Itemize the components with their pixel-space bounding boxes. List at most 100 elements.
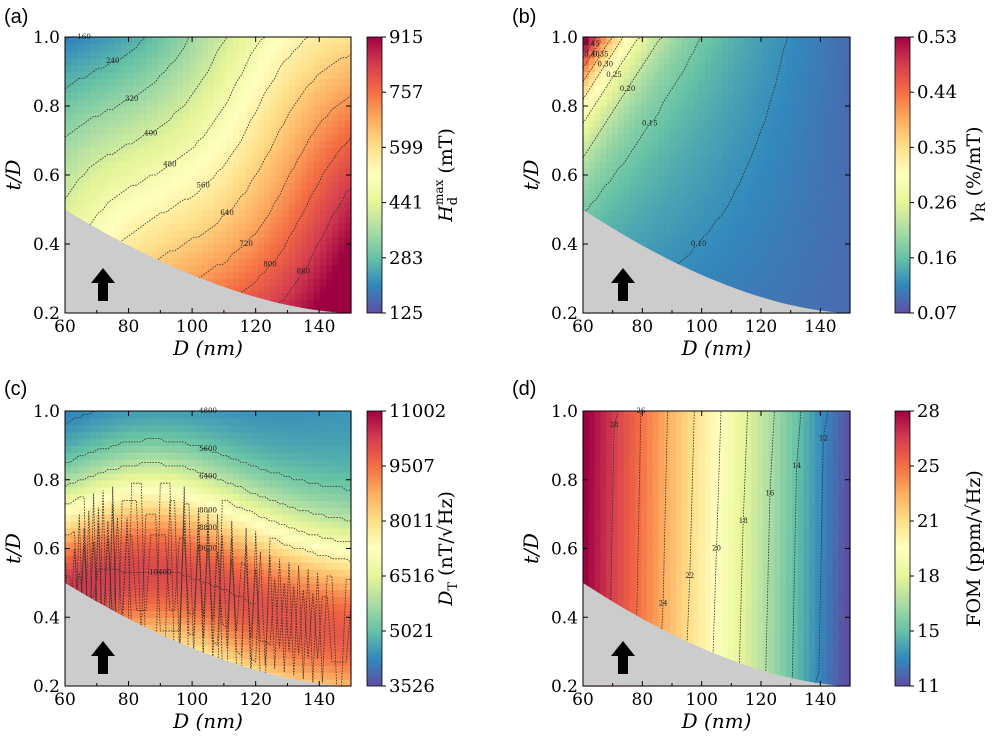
- heatmap-cell: [319, 230, 327, 238]
- heatmap-cell: [152, 486, 159, 495]
- heatmap-cell: [728, 250, 735, 259]
- heatmap-cell: [762, 154, 770, 162]
- heatmap-cell: [257, 230, 265, 238]
- heatmap-cell: [158, 188, 166, 197]
- heatmap-cell: [288, 106, 296, 114]
- heatmap-cell: [170, 417, 178, 426]
- heatmap-cell: [786, 181, 793, 190]
- heatmap-cell: [774, 106, 781, 114]
- heatmap-cell: [658, 85, 665, 93]
- heatmap-cell: [127, 230, 134, 238]
- heatmap-cell: [65, 175, 72, 183]
- heatmap-cell: [699, 244, 706, 252]
- heatmap-cell: [226, 43, 234, 52]
- heatmap-cell: [745, 250, 752, 259]
- x-tick-label: 100: [176, 317, 208, 337]
- heatmap-cell: [152, 548, 159, 556]
- heatmap-cell: [820, 64, 828, 73]
- heatmap-cell: [652, 85, 660, 93]
- heatmap-cell: [681, 92, 689, 100]
- heatmap-cell: [170, 43, 178, 52]
- heatmap-cell: [629, 78, 636, 86]
- heatmap-cell: [815, 299, 822, 307]
- heatmap-cell: [326, 37, 333, 45]
- heatmap-cell: [319, 244, 327, 252]
- heatmap-cell: [295, 292, 302, 300]
- heatmap-cell: [693, 237, 700, 245]
- heatmap-cell: [786, 112, 793, 121]
- heatmap-cell: [108, 223, 116, 231]
- heatmap-cell: [681, 106, 689, 114]
- heatmap-cell: [635, 175, 642, 183]
- heatmap-cell: [583, 50, 590, 59]
- heatmap-cell: [139, 223, 147, 231]
- heatmap-cell: [641, 195, 648, 204]
- heatmap-cell: [617, 175, 625, 183]
- heatmap-cell: [797, 57, 805, 66]
- heatmap-cell: [606, 106, 613, 114]
- heatmap-cell: [762, 223, 770, 231]
- heatmap-cell: [664, 209, 671, 217]
- heatmap-cell: [245, 278, 253, 286]
- heatmap-cell: [820, 106, 828, 114]
- heatmap-cell: [127, 209, 134, 217]
- heatmap-cell: [226, 527, 234, 536]
- heatmap-cell: [768, 140, 776, 148]
- heatmap-cell: [664, 119, 671, 128]
- heatmap-cell: [189, 603, 197, 611]
- heatmap-cell: [208, 610, 215, 618]
- contour-label: 0.15: [642, 119, 658, 127]
- heatmap-cell: [704, 223, 712, 231]
- heatmap-cell: [786, 175, 793, 183]
- heatmap-cell: [820, 216, 828, 224]
- heatmap-cell: [313, 147, 321, 155]
- heatmap-cell: [232, 71, 240, 79]
- heatmap-cell: [220, 624, 228, 632]
- heatmap-cell: [313, 37, 321, 45]
- heatmap-cell: [282, 37, 290, 45]
- heatmap-cell: [699, 181, 706, 190]
- heatmap-cell: [826, 133, 834, 142]
- heatmap-cell: [826, 292, 834, 300]
- heatmap-cell: [786, 119, 793, 128]
- heatmap-cell: [114, 37, 122, 45]
- heatmap-cell: [170, 548, 178, 556]
- colorbar-label: Hdmax(mT): [432, 128, 461, 223]
- heatmap-cell: [220, 202, 228, 211]
- heatmap-cell: [635, 57, 642, 66]
- heatmap-cell: [681, 216, 689, 224]
- heatmap-cell: [232, 271, 240, 280]
- heatmap-cell: [635, 112, 642, 121]
- heatmap-cell: [612, 195, 619, 204]
- x-tick-label: 60: [572, 317, 594, 337]
- heatmap-cell: [282, 250, 290, 259]
- heatmap-cell: [762, 99, 770, 107]
- heatmap-cell: [739, 195, 747, 204]
- heatmap-cell: [745, 85, 752, 93]
- heatmap-cell: [152, 493, 159, 501]
- heatmap-cell: [127, 569, 134, 577]
- heatmap-cell: [606, 195, 613, 204]
- heatmap-cell: [664, 147, 671, 155]
- heatmap-cell: [176, 57, 184, 66]
- heatmap-cell: [89, 466, 97, 474]
- contour-line: [64, 36, 199, 138]
- heatmap-cell: [332, 223, 340, 231]
- heatmap-cell: [326, 57, 333, 66]
- heatmap-cell: [338, 126, 346, 135]
- heatmap-cell: [344, 106, 352, 114]
- heatmap-cell: [623, 78, 631, 86]
- heatmap-cell: [786, 285, 793, 293]
- heatmap-cell: [815, 78, 822, 86]
- heatmap-cell: [675, 188, 683, 197]
- heatmap-cell: [612, 119, 619, 128]
- heatmap-cell: [145, 195, 153, 204]
- heatmap-cell: [96, 514, 103, 522]
- heatmap-cell: [96, 417, 103, 426]
- heatmap-cell: [120, 514, 128, 522]
- heatmap-cell: [114, 188, 122, 197]
- heatmap-cell: [797, 285, 805, 293]
- heatmap-cell: [65, 424, 72, 433]
- heatmap-cell: [838, 161, 845, 169]
- heatmap-cell: [65, 514, 72, 522]
